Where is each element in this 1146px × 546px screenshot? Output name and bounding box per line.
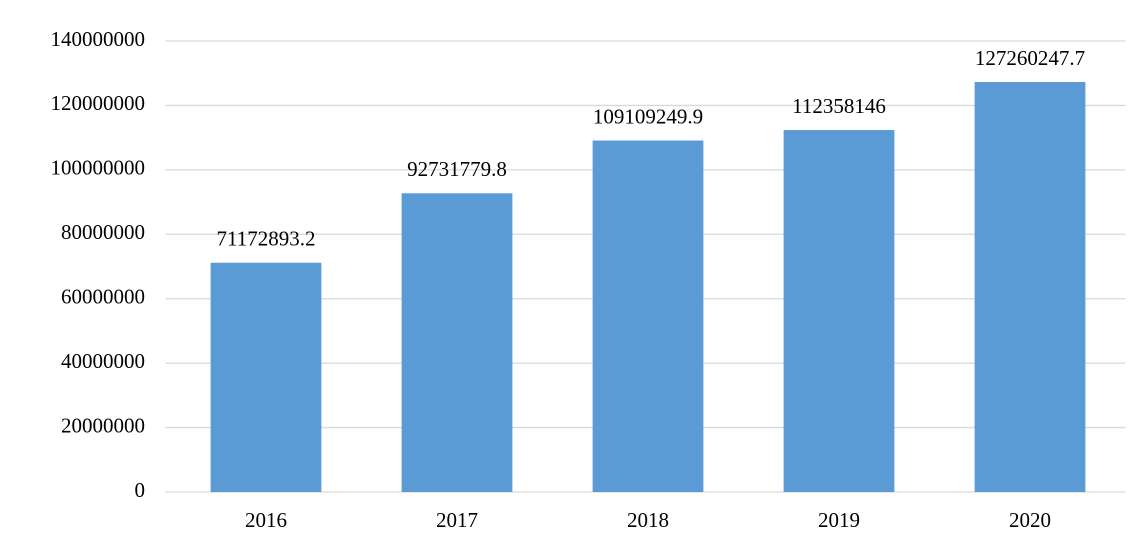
y-tick-label: 60000000 [61,285,145,309]
y-tick-label: 100000000 [51,156,146,180]
bar [592,140,704,493]
x-tick-label: 2017 [436,508,478,532]
x-tick-label: 2020 [1009,508,1051,532]
data-label: 71172893.2 [217,227,316,251]
x-tick-label: 2016 [245,508,287,532]
data-label: 109109249.9 [593,104,703,128]
bar [401,193,513,493]
x-tick-label: 2018 [627,508,669,532]
y-tick-label: 140000000 [51,27,146,51]
bar [783,130,895,492]
bar [210,262,322,492]
x-tick-label: 2019 [818,508,860,532]
y-tick-label: 20000000 [61,413,145,437]
y-tick-label: 120000000 [51,91,146,115]
data-label: 92731779.8 [407,157,507,181]
y-tick-label: 80000000 [61,220,145,244]
bar [974,82,1086,493]
data-label: 127260247.7 [975,46,1085,70]
y-tick-label: 0 [135,478,146,502]
data-label: 112358146 [792,94,886,118]
y-tick-label: 40000000 [61,349,145,373]
